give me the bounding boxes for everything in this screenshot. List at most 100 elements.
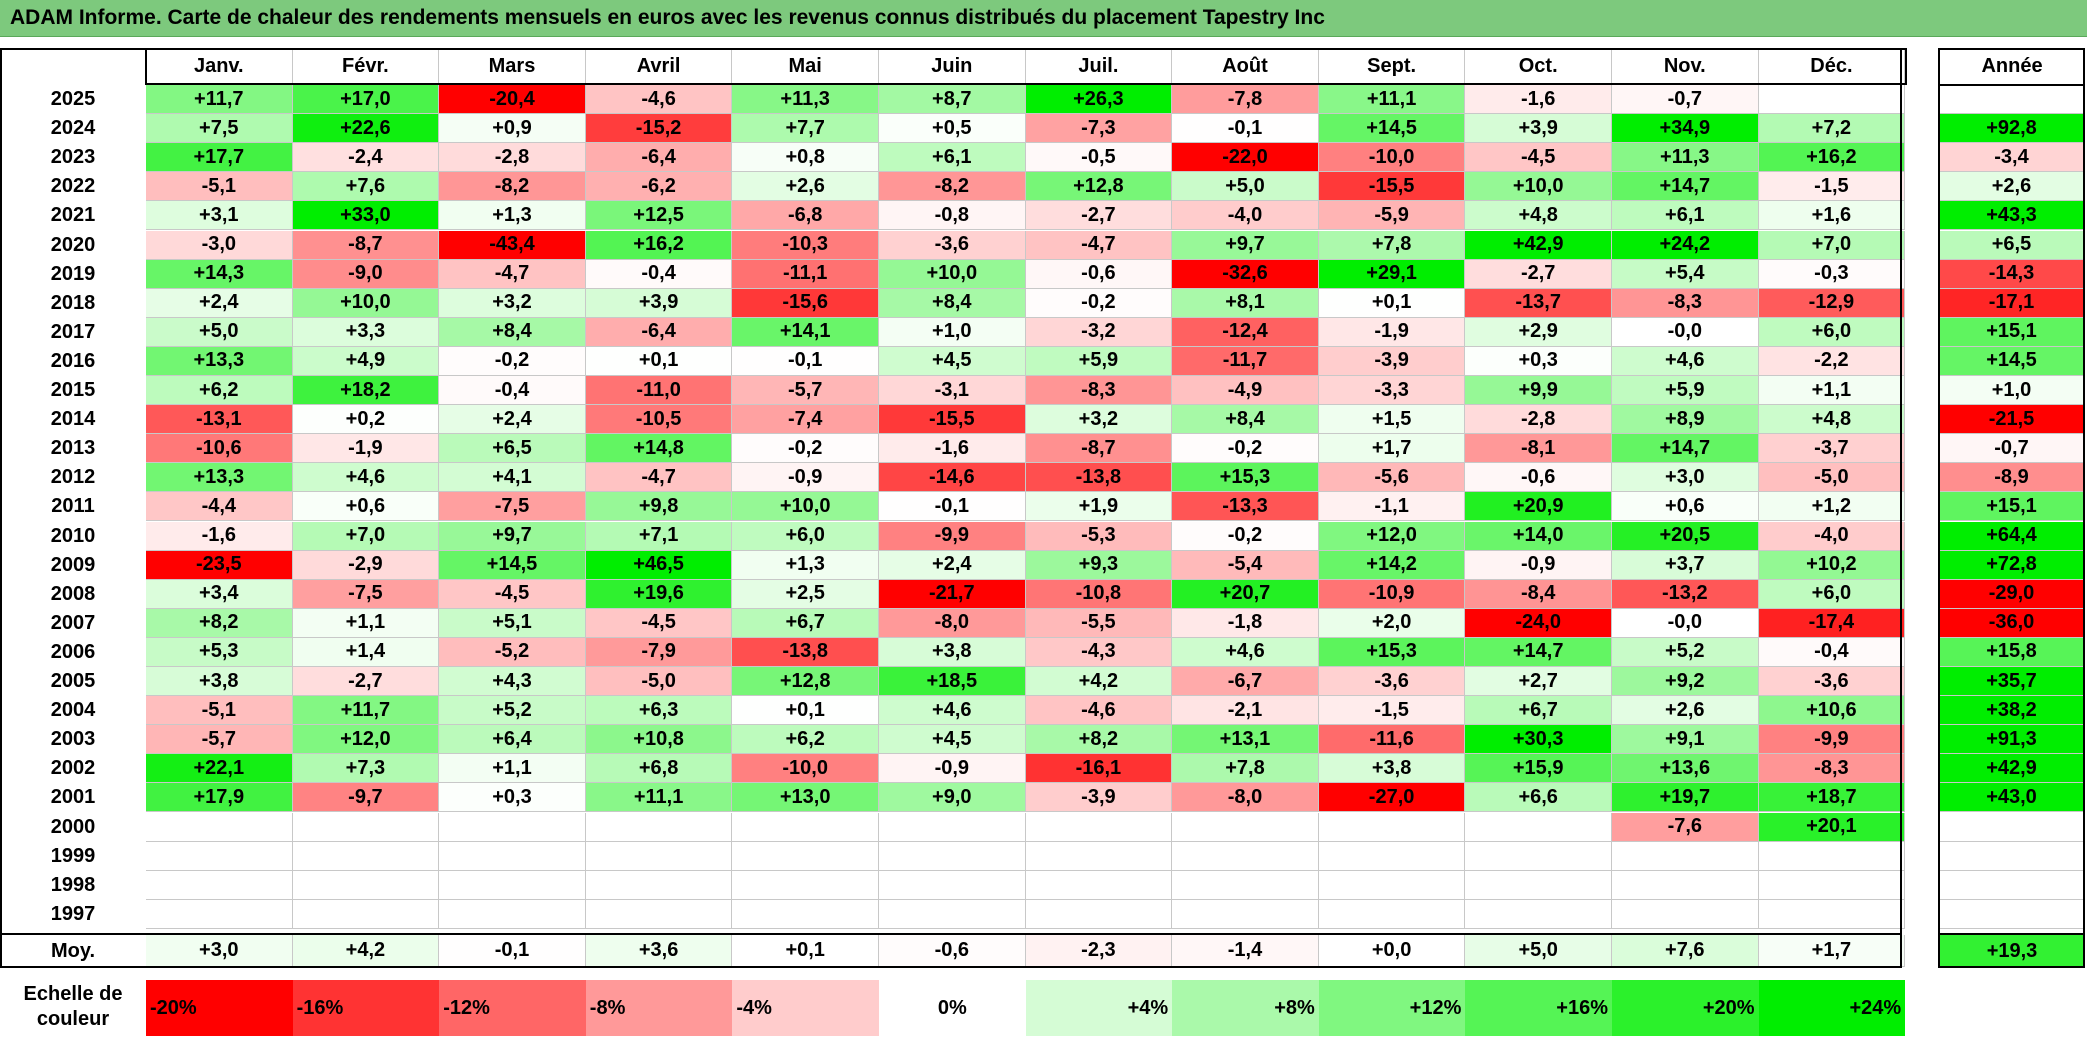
annual-cell: +35,7: [1939, 667, 2085, 697]
heatmap-cell: +22,6: [292, 114, 440, 144]
year-label: 2010: [50, 524, 96, 547]
heatmap-cell: +1,1: [439, 754, 586, 784]
heatmap-cell: +5,4: [1612, 259, 1759, 289]
year-label: 1998: [50, 873, 96, 896]
heatmap-cell: -0,2: [732, 434, 879, 464]
heatmap-cell: -4,6: [1025, 696, 1173, 726]
year-label: 1999: [50, 844, 96, 867]
annual-cell: +14,5: [1939, 346, 2085, 376]
heatmap-cell: +15,3: [1172, 463, 1319, 493]
heatmap-cell: -5,6: [1318, 463, 1466, 493]
heatmap-cell: -2,2: [1758, 346, 1906, 376]
heatmap-cell: +4,8: [1758, 405, 1906, 435]
heatmap-cell: -8,4: [1465, 579, 1612, 609]
scale-swatch: +4%: [1025, 980, 1173, 1036]
heatmap-cell: +8,2: [1025, 725, 1173, 755]
heatmap-cell: [879, 841, 1026, 871]
heatmap-cell: -2,8: [439, 143, 586, 173]
heatmap-cell: -6,8: [732, 201, 879, 231]
heatmap-cell: +5,2: [1612, 637, 1759, 667]
heatmap-cell: -10,9: [1318, 579, 1466, 609]
heatmap-cell: +2,6: [732, 172, 879, 202]
heatmap-cell: +12,8: [732, 667, 879, 697]
heatmap-cell: -7,5: [439, 492, 586, 522]
heatmap-cell: -3,9: [1025, 783, 1173, 813]
heatmap-cell: -8,3: [1758, 754, 1906, 784]
heatmap-cell: -7,4: [732, 405, 879, 435]
heatmap-cell: +17,7: [146, 143, 293, 173]
heatmap-cell: +7,8: [1318, 230, 1466, 260]
heatmap-cell: -5,0: [1758, 463, 1906, 493]
heatmap-cell: -5,7: [146, 725, 293, 755]
year-label: 2018: [50, 291, 96, 314]
heatmap-cell: -13,7: [1465, 288, 1612, 318]
heatmap-cell: -3,6: [1318, 667, 1466, 697]
heatmap-cell: [1172, 870, 1319, 900]
heatmap-cell: +14,1: [732, 317, 879, 347]
heatmap-cell: +2,0: [1318, 608, 1466, 638]
heatmap-cell: [1465, 841, 1612, 871]
heatmap-cell: +1,5: [1318, 405, 1466, 435]
heatmap-cell: +8,2: [146, 608, 293, 638]
heatmap-cell: +8,4: [1172, 405, 1319, 435]
heatmap-cell: -4,0: [1172, 201, 1319, 231]
heatmap-cell: +3,9: [585, 288, 733, 318]
heatmap-cell: [146, 841, 293, 871]
heatmap-cell: +11,1: [585, 783, 733, 813]
annual-cell: [1939, 85, 2085, 115]
average-cell: +4,2: [292, 935, 440, 967]
heatmap-cell: -3,0: [146, 230, 293, 260]
heatmap-cell: +42,9: [1465, 230, 1612, 260]
heatmap-cell: [879, 899, 1026, 929]
year-label: 2009: [50, 553, 96, 576]
annual-cell: +64,4: [1939, 521, 2085, 551]
heatmap-cell: -10,6: [146, 434, 293, 464]
heatmap-cell: -2,1: [1172, 696, 1319, 726]
heatmap-cell: [292, 899, 440, 929]
scale-swatch: 0%: [879, 980, 1026, 1036]
heatmap-cell: -8,2: [439, 172, 586, 202]
heatmap-cell: [1025, 899, 1173, 929]
heatmap-cell: -10,5: [585, 405, 733, 435]
heatmap-cell: +20,5: [1612, 521, 1759, 551]
heatmap-cell: +1,1: [292, 608, 440, 638]
heatmap-cell: +19,7: [1612, 783, 1759, 813]
heatmap-cell: -1,9: [292, 434, 440, 464]
heatmap-cell: +8,4: [879, 288, 1026, 318]
heatmap-cell: -9,0: [292, 259, 440, 289]
scale-swatch: +24%: [1758, 980, 1906, 1036]
heatmap-cell: -8,3: [1025, 376, 1173, 406]
heatmap-cell: -5,5: [1025, 608, 1173, 638]
heatmap-cell: +13,3: [146, 463, 293, 493]
heatmap-cell: +9,0: [879, 783, 1026, 813]
heatmap-cell: +0,3: [1465, 346, 1612, 376]
heatmap-cell: [1758, 899, 1906, 929]
heatmap-cell: [146, 899, 293, 929]
heatmap-cell: -2,7: [1465, 259, 1612, 289]
heatmap-cell: +6,3: [585, 696, 733, 726]
annual-cell: +92,8: [1939, 114, 2085, 144]
annual-cell: +2,6: [1939, 172, 2085, 202]
annual-cell: -0,7: [1939, 434, 2085, 464]
annual-cell: -21,5: [1939, 405, 2085, 435]
heatmap-cell: -5,1: [146, 172, 293, 202]
heatmap-cell: +3,2: [1025, 405, 1173, 435]
heatmap-cell: +2,4: [439, 405, 586, 435]
heatmap-cell: +7,3: [292, 754, 440, 784]
heatmap-cell: +5,9: [1612, 376, 1759, 406]
annual-cell: +15,8: [1939, 637, 2085, 667]
heatmap-cell: -1,5: [1758, 172, 1906, 202]
heatmap-cell: +14,2: [1318, 550, 1466, 580]
year-label: 2007: [50, 611, 96, 634]
scale-swatch: -4%: [732, 980, 879, 1036]
heatmap-cell: +30,3: [1465, 725, 1612, 755]
heatmap-cell: -0,4: [439, 376, 586, 406]
average-separator: [0, 933, 1902, 935]
heatmap-cell: -4,4: [146, 492, 293, 522]
month-header: Août: [1172, 49, 1319, 84]
year-label: 2013: [50, 437, 96, 460]
heatmap-cell: +22,1: [146, 754, 293, 784]
heatmap-cell: [879, 812, 1026, 842]
year-label: 2004: [50, 699, 96, 722]
